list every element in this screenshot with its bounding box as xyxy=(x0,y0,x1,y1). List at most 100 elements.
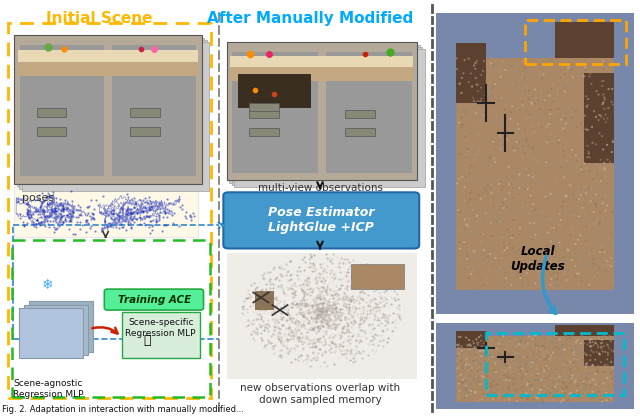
Point xyxy=(452,66,462,72)
Point xyxy=(524,375,534,382)
Point xyxy=(458,188,468,195)
Point xyxy=(86,210,97,216)
Point xyxy=(595,209,605,215)
Point xyxy=(517,58,527,65)
Point xyxy=(573,393,583,399)
Point xyxy=(459,397,469,403)
Point xyxy=(493,340,504,347)
Point xyxy=(508,145,518,151)
Point xyxy=(108,211,118,217)
Point xyxy=(587,172,597,179)
Bar xyxy=(436,402,634,409)
Point xyxy=(535,369,545,375)
Point xyxy=(466,380,476,387)
Point xyxy=(557,368,567,375)
Point xyxy=(486,383,497,390)
Point xyxy=(85,224,95,231)
Point xyxy=(103,211,113,218)
Point xyxy=(549,235,559,241)
Point xyxy=(62,204,72,211)
Point xyxy=(531,376,541,383)
Point xyxy=(161,209,171,216)
Point xyxy=(511,169,521,176)
Point xyxy=(107,207,117,213)
Point xyxy=(461,377,471,384)
Point xyxy=(479,251,489,258)
Point xyxy=(543,229,553,236)
Bar xyxy=(227,253,417,379)
Point xyxy=(499,367,509,374)
Bar xyxy=(232,47,422,185)
Point xyxy=(568,74,578,81)
Point xyxy=(581,382,591,389)
Point xyxy=(168,220,179,227)
Point xyxy=(538,383,548,389)
Point xyxy=(93,202,103,208)
Point xyxy=(525,350,536,357)
Point xyxy=(454,380,464,387)
Point xyxy=(561,351,571,357)
Point xyxy=(526,206,536,212)
Point xyxy=(545,93,555,99)
Point xyxy=(111,218,122,225)
Point xyxy=(154,200,164,207)
Point xyxy=(490,62,500,69)
Point xyxy=(502,244,512,251)
Point xyxy=(483,94,493,101)
Point xyxy=(530,335,540,341)
Point xyxy=(513,271,523,278)
Point xyxy=(586,248,596,254)
Point xyxy=(137,201,147,208)
Point xyxy=(540,368,550,375)
Point xyxy=(42,194,52,201)
Bar xyxy=(436,13,634,314)
Point xyxy=(566,347,577,354)
Point xyxy=(529,100,540,106)
Point xyxy=(128,209,138,215)
Point xyxy=(561,120,571,127)
Point xyxy=(461,356,472,362)
Point xyxy=(491,344,501,351)
Point xyxy=(570,211,580,218)
Point xyxy=(458,380,468,386)
Point xyxy=(474,127,484,133)
Point xyxy=(525,192,536,199)
Point xyxy=(503,383,513,390)
Point xyxy=(84,212,95,219)
Point xyxy=(519,75,529,81)
Point xyxy=(470,75,481,81)
Point xyxy=(606,263,616,269)
Point xyxy=(488,367,498,373)
Point xyxy=(521,252,531,259)
Point xyxy=(498,58,508,65)
Point xyxy=(49,209,59,215)
Point xyxy=(524,211,534,217)
Point xyxy=(550,178,561,185)
Point xyxy=(29,204,39,210)
Point xyxy=(502,375,513,382)
Point xyxy=(477,370,488,376)
Point xyxy=(479,247,489,253)
Point xyxy=(467,211,477,218)
Point xyxy=(163,205,173,212)
Point xyxy=(560,115,570,122)
Point xyxy=(141,209,152,215)
Point xyxy=(28,220,38,227)
Point xyxy=(509,360,519,367)
Point xyxy=(585,337,595,344)
Point xyxy=(545,370,555,377)
Point xyxy=(582,386,592,393)
Point xyxy=(460,198,470,204)
Point xyxy=(45,204,56,210)
Point xyxy=(52,224,63,231)
Point xyxy=(460,394,470,401)
Point xyxy=(33,191,44,198)
Point xyxy=(116,220,126,227)
Point xyxy=(536,273,547,280)
Bar xyxy=(22,42,209,191)
Point xyxy=(65,218,76,225)
Point xyxy=(540,233,550,240)
Point xyxy=(580,126,591,132)
Point xyxy=(499,372,509,378)
Point xyxy=(529,370,540,377)
